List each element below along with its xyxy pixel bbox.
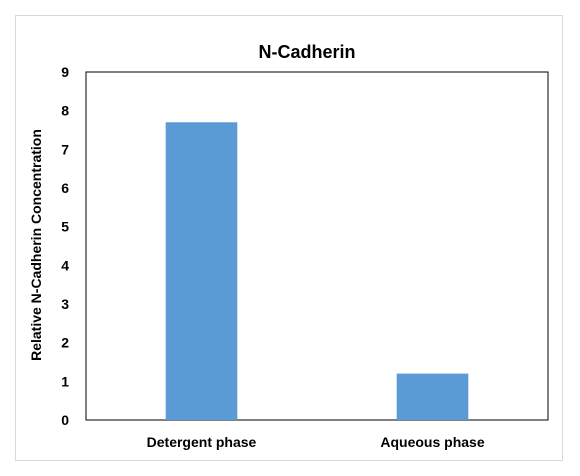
y-axis-ticks: 0 1 2 3 4 5 6 7 8 9 bbox=[61, 64, 69, 428]
y-tick-label: 5 bbox=[61, 219, 69, 235]
x-tick-label: Detergent phase bbox=[147, 434, 257, 450]
y-tick-label: 7 bbox=[61, 141, 69, 157]
y-tick-label: 3 bbox=[61, 296, 69, 312]
bar-1 bbox=[165, 122, 238, 421]
x-tick-label: Aqueous phase bbox=[380, 434, 484, 450]
y-tick-label: 8 bbox=[61, 103, 69, 119]
plot-border bbox=[85, 71, 549, 421]
chart-frame bbox=[15, 15, 563, 461]
y-tick-label: 2 bbox=[61, 335, 69, 351]
y-tick-label: 1 bbox=[61, 373, 69, 389]
y-tick-label: 6 bbox=[61, 180, 69, 196]
y-tick-label: 9 bbox=[61, 64, 69, 80]
x-axis-ticks: Detergent phase Aqueous phase bbox=[147, 434, 485, 450]
y-axis-label: Relative N-Cadherin Concentration bbox=[28, 129, 44, 361]
y-tick-label: 0 bbox=[61, 412, 69, 428]
plot-area bbox=[85, 71, 549, 421]
chart-title: N-Cadherin bbox=[258, 42, 355, 62]
y-tick-label: 4 bbox=[61, 257, 69, 273]
bar-2 bbox=[396, 373, 469, 420]
